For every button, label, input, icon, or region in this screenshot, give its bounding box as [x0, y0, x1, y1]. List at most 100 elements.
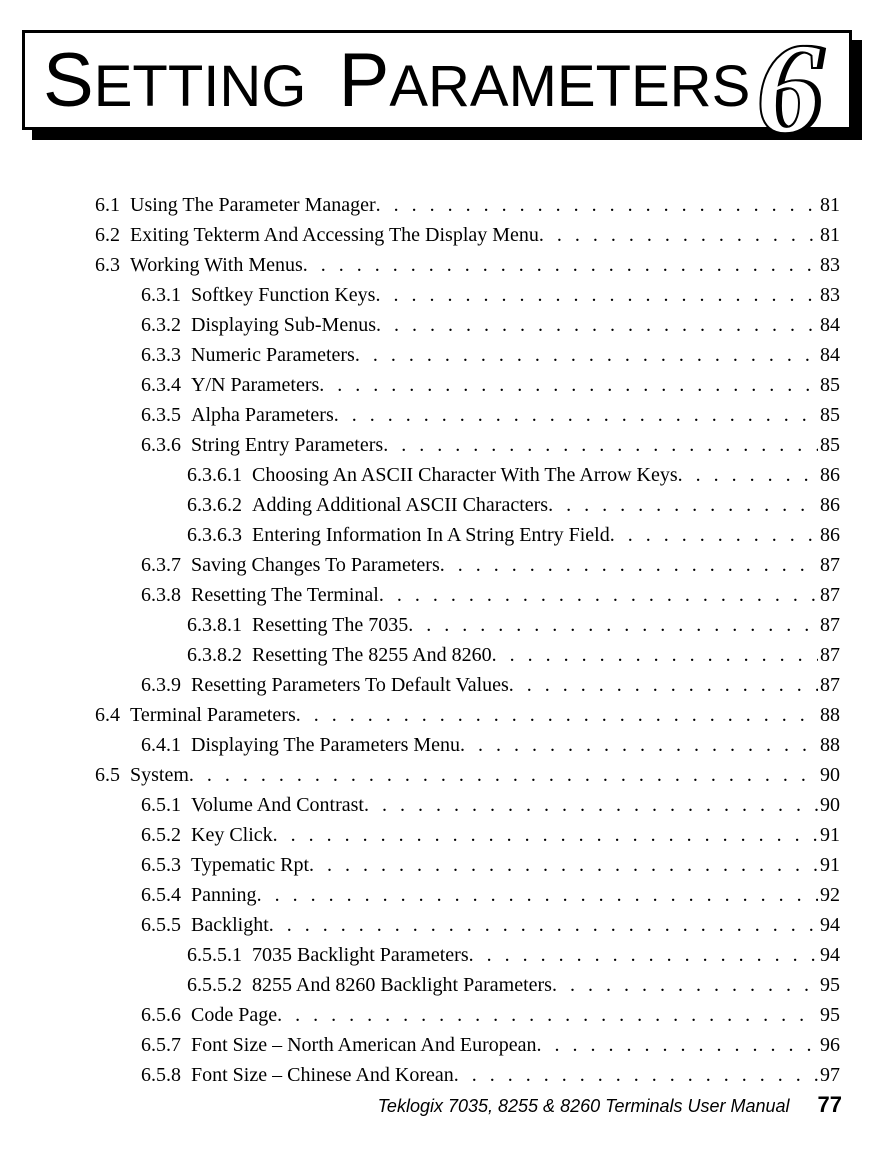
toc-entry-label: Entering Information In A String Entry F…	[252, 520, 610, 550]
toc-dot-leader: . . . . . . . . . . . . . . . . . . . . …	[296, 700, 818, 730]
toc-entry-label: Resetting Parameters To Default Values	[191, 670, 509, 700]
toc-dot-leader: . . . . . . . . . . . . . . . . . . . . …	[678, 460, 818, 490]
toc-dot-leader: . . . . . . . . . . . . . . . . . . . . …	[376, 190, 818, 220]
toc-entry: 6.4 Terminal Parameters . . . . . . . . …	[95, 700, 840, 730]
toc-dot-leader: . . . . . . . . . . . . . . . . . . . . …	[379, 580, 818, 610]
toc-dot-leader: . . . . . . . . . . . . . . . . . . . . …	[383, 430, 818, 460]
toc-entry: 6.5.8 Font Size – Chinese And Korean . .…	[95, 1060, 840, 1090]
toc-entry-number: 6.3.3	[141, 340, 191, 370]
toc-entry: 6.3.1 Softkey Function Keys . . . . . . …	[95, 280, 840, 310]
toc-entry-number: 6.3.7	[141, 550, 191, 580]
toc-entry-page: 85	[818, 370, 840, 400]
title-word1-cap: S	[43, 38, 94, 123]
toc-dot-leader: . . . . . . . . . . . . . . . . . . . . …	[277, 1000, 818, 1030]
toc-entry-page: 84	[818, 340, 840, 370]
toc-dot-leader: . . . . . . . . . . . . . . . . . . . . …	[454, 1060, 818, 1090]
toc-entry-number: 6.3.9	[141, 670, 191, 700]
toc-dot-leader: . . . . . . . . . . . . . . . . . . . . …	[257, 880, 818, 910]
toc-entry-label: 7035 Backlight Parameters	[252, 940, 469, 970]
toc-entry: 6.3.6.3 Entering Information In A String…	[95, 520, 840, 550]
toc-entry-number: 6.3.2	[141, 310, 191, 340]
toc-entry-page: 87	[818, 550, 840, 580]
toc-entry-number: 6.3.6.3	[187, 520, 252, 550]
toc-dot-leader: . . . . . . . . . . . . . . . . . . . . …	[334, 400, 818, 430]
toc-entry-page: 90	[818, 790, 840, 820]
toc-entry-label: Adding Additional ASCII Characters	[252, 490, 548, 520]
toc-dot-leader: . . . . . . . . . . . . . . . . . . . . …	[539, 220, 818, 250]
toc-entry-page: 87	[818, 640, 840, 670]
toc-entry: 6.5.3 Typematic Rpt . . . . . . . . . . …	[95, 850, 840, 880]
toc-entry-label: Panning	[191, 880, 257, 910]
toc-entry-label: Y/N Parameters	[191, 370, 319, 400]
toc-entry: 6.3.7 Saving Changes To Parameters . . .…	[95, 550, 840, 580]
toc-entry-page: 83	[818, 280, 840, 310]
toc-entry-page: 92	[818, 880, 840, 910]
header-front: SETTING PARAMETERS	[22, 30, 852, 130]
toc-entry-page: 87	[818, 670, 840, 700]
toc-dot-leader: . . . . . . . . . . . . . . . . . . . . …	[440, 550, 818, 580]
toc-entry: 6.5.5.2 8255 And 8260 Backlight Paramete…	[95, 970, 840, 1000]
toc-entry-label: Terminal Parameters	[130, 700, 296, 730]
toc-entry-number: 6.5.6	[141, 1000, 191, 1030]
page-number: 77	[818, 1092, 842, 1118]
toc-dot-leader: . . . . . . . . . . . . . . . . . . . . …	[552, 970, 818, 1000]
toc-entry: 6.3.2 Displaying Sub-Menus . . . . . . .…	[95, 310, 840, 340]
toc-entry: 6.5.5 Backlight . . . . . . . . . . . . …	[95, 910, 840, 940]
toc-entry: 6.5.1 Volume And Contrast . . . . . . . …	[95, 790, 840, 820]
toc-entry-page: 91	[818, 820, 840, 850]
toc-entry: 6.3 Working With Menus . . . . . . . . .…	[95, 250, 840, 280]
toc-entry-page: 88	[818, 700, 840, 730]
toc-entry: 6.5 System . . . . . . . . . . . . . . .…	[95, 760, 840, 790]
toc-entry-number: 6.5.4	[141, 880, 191, 910]
manual-title: Teklogix 7035, 8255 & 8260 Terminals Use…	[378, 1096, 790, 1117]
toc-dot-leader: . . . . . . . . . . . . . . . . . . . . …	[319, 370, 818, 400]
toc-entry-number: 6.4.1	[141, 730, 191, 760]
toc-entry-label: System	[130, 760, 189, 790]
toc-entry-number: 6.3.6	[141, 430, 191, 460]
toc-entry: 6.5.2 Key Click . . . . . . . . . . . . …	[95, 820, 840, 850]
toc-entry-label: Backlight	[191, 910, 269, 940]
toc-entry-number: 6.3.4	[141, 370, 191, 400]
toc-entry-page: 85	[818, 430, 840, 460]
toc-entry: 6.5.7 Font Size – North American And Eur…	[95, 1030, 840, 1060]
toc-entry-page: 88	[818, 730, 840, 760]
title-word2-cap: P	[339, 38, 390, 123]
toc-dot-leader: . . . . . . . . . . . . . . . . . . . . …	[509, 670, 818, 700]
toc-entry-label: Code Page	[191, 1000, 277, 1030]
toc-entry-label: Key Click	[191, 820, 273, 850]
toc-entry-page: 81	[818, 220, 840, 250]
toc-entry-label: 8255 And 8260 Backlight Parameters	[252, 970, 552, 1000]
toc-entry-page: 96	[818, 1030, 840, 1060]
toc-entry: 6.3.8.2 Resetting The 8255 And 8260 . . …	[95, 640, 840, 670]
toc-entry-label: Resetting The Terminal	[191, 580, 379, 610]
toc-entry: 6.3.3 Numeric Parameters . . . . . . . .…	[95, 340, 840, 370]
toc-entry-number: 6.3.5	[141, 400, 191, 430]
toc-entry-page: 86	[818, 490, 840, 520]
toc-entry-page: 91	[818, 850, 840, 880]
toc-entry-label: Softkey Function Keys	[191, 280, 375, 310]
toc-entry-number: 6.3.1	[141, 280, 191, 310]
toc-dot-leader: . . . . . . . . . . . . . . . . . . . . …	[408, 610, 818, 640]
toc-dot-leader: . . . . . . . . . . . . . . . . . . . . …	[375, 280, 818, 310]
toc-entry-page: 97	[818, 1060, 840, 1090]
toc-dot-leader: . . . . . . . . . . . . . . . . . . . . …	[537, 1030, 819, 1060]
toc-dot-leader: . . . . . . . . . . . . . . . . . . . . …	[460, 730, 818, 760]
toc-entry-number: 6.4	[95, 700, 130, 730]
toc-dot-leader: . . . . . . . . . . . . . . . . . . . . …	[303, 250, 818, 280]
toc-entry-label: Typematic Rpt	[191, 850, 309, 880]
toc-entry-number: 6.5.5.1	[187, 940, 252, 970]
toc-entry-page: 90	[818, 760, 840, 790]
toc-entry-label: Using The Parameter Manager	[130, 190, 376, 220]
toc-entry: 6.3.9 Resetting Parameters To Default Va…	[95, 670, 840, 700]
toc-entry-number: 6.3	[95, 250, 130, 280]
toc-entry-number: 6.3.8.1	[187, 610, 252, 640]
toc-entry-number: 6.3.8	[141, 580, 191, 610]
toc-entry: 6.3.6.2 Adding Additional ASCII Characte…	[95, 490, 840, 520]
toc-entry: 6.5.4 Panning . . . . . . . . . . . . . …	[95, 880, 840, 910]
toc-entry: 6.5.5.1 7035 Backlight Parameters . . . …	[95, 940, 840, 970]
toc-entry-number: 6.5.3	[141, 850, 191, 880]
toc-entry-label: Alpha Parameters	[191, 400, 334, 430]
toc-entry: 6.4.1 Displaying The Parameters Menu . .…	[95, 730, 840, 760]
toc-entry-number: 6.5	[95, 760, 130, 790]
toc-entry: 6.3.4 Y/N Parameters . . . . . . . . . .…	[95, 370, 840, 400]
